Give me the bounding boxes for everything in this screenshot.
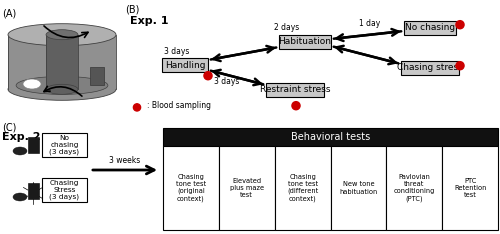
Ellipse shape — [23, 79, 41, 89]
FancyBboxPatch shape — [46, 35, 78, 89]
FancyBboxPatch shape — [274, 146, 330, 230]
Text: No chasing: No chasing — [405, 23, 455, 33]
FancyBboxPatch shape — [163, 128, 498, 146]
Text: Chasing
tone test
(different
context): Chasing tone test (different context) — [287, 174, 318, 202]
FancyBboxPatch shape — [8, 35, 116, 89]
Text: : Blood sampling: : Blood sampling — [147, 102, 211, 110]
FancyBboxPatch shape — [404, 21, 456, 35]
Polygon shape — [457, 21, 463, 26]
Text: 3 days: 3 days — [164, 47, 190, 55]
Text: Pavlovian
threat
conditioning
(PTC): Pavlovian threat conditioning (PTC) — [394, 174, 435, 202]
Text: Exp. 1: Exp. 1 — [130, 16, 168, 26]
Polygon shape — [457, 62, 463, 67]
Circle shape — [292, 102, 300, 110]
Text: Habituation: Habituation — [278, 37, 332, 47]
Text: Chasing stress: Chasing stress — [397, 63, 463, 73]
FancyBboxPatch shape — [386, 146, 442, 230]
FancyBboxPatch shape — [442, 146, 498, 230]
Ellipse shape — [8, 24, 116, 46]
FancyBboxPatch shape — [162, 58, 208, 72]
Text: Elevated
plus maze
test: Elevated plus maze test — [230, 178, 264, 198]
FancyBboxPatch shape — [330, 146, 386, 230]
Text: Chasing
Stress
(3 days): Chasing Stress (3 days) — [50, 180, 80, 200]
FancyBboxPatch shape — [279, 35, 331, 49]
Ellipse shape — [8, 78, 116, 100]
FancyBboxPatch shape — [28, 137, 39, 153]
Ellipse shape — [46, 84, 78, 94]
Polygon shape — [205, 72, 211, 77]
Ellipse shape — [13, 193, 27, 201]
FancyBboxPatch shape — [28, 183, 39, 199]
Text: (C): (C) — [2, 122, 16, 132]
Text: New tone
habituation: New tone habituation — [340, 182, 378, 194]
Text: 2 days: 2 days — [274, 23, 299, 33]
FancyBboxPatch shape — [42, 133, 87, 157]
Text: 3 days: 3 days — [214, 77, 240, 85]
Text: (B): (B) — [125, 5, 140, 15]
Circle shape — [456, 62, 464, 70]
Circle shape — [134, 104, 140, 111]
Text: (A): (A) — [2, 8, 16, 18]
FancyBboxPatch shape — [163, 146, 219, 230]
Text: Restraint stress: Restraint stress — [260, 85, 330, 95]
Ellipse shape — [16, 76, 108, 94]
Circle shape — [456, 21, 464, 29]
FancyBboxPatch shape — [266, 83, 324, 97]
Text: Handling: Handling — [165, 61, 205, 69]
Text: 3 weeks: 3 weeks — [110, 156, 140, 165]
Circle shape — [204, 72, 212, 80]
Text: PTC
Retention
test: PTC Retention test — [454, 178, 486, 198]
Polygon shape — [134, 104, 140, 108]
Text: Exp. 2: Exp. 2 — [2, 132, 40, 142]
FancyBboxPatch shape — [219, 146, 274, 230]
Ellipse shape — [13, 147, 27, 155]
Text: 1 day: 1 day — [360, 19, 380, 28]
Text: Chasing
tone test
(original
context): Chasing tone test (original context) — [176, 174, 206, 202]
FancyBboxPatch shape — [42, 178, 87, 202]
Ellipse shape — [46, 30, 78, 40]
FancyBboxPatch shape — [90, 67, 104, 85]
Text: Behavioral tests: Behavioral tests — [291, 132, 370, 142]
Text: No
chasing
(3 days): No chasing (3 days) — [50, 135, 80, 155]
FancyBboxPatch shape — [401, 61, 459, 75]
Polygon shape — [293, 102, 299, 107]
